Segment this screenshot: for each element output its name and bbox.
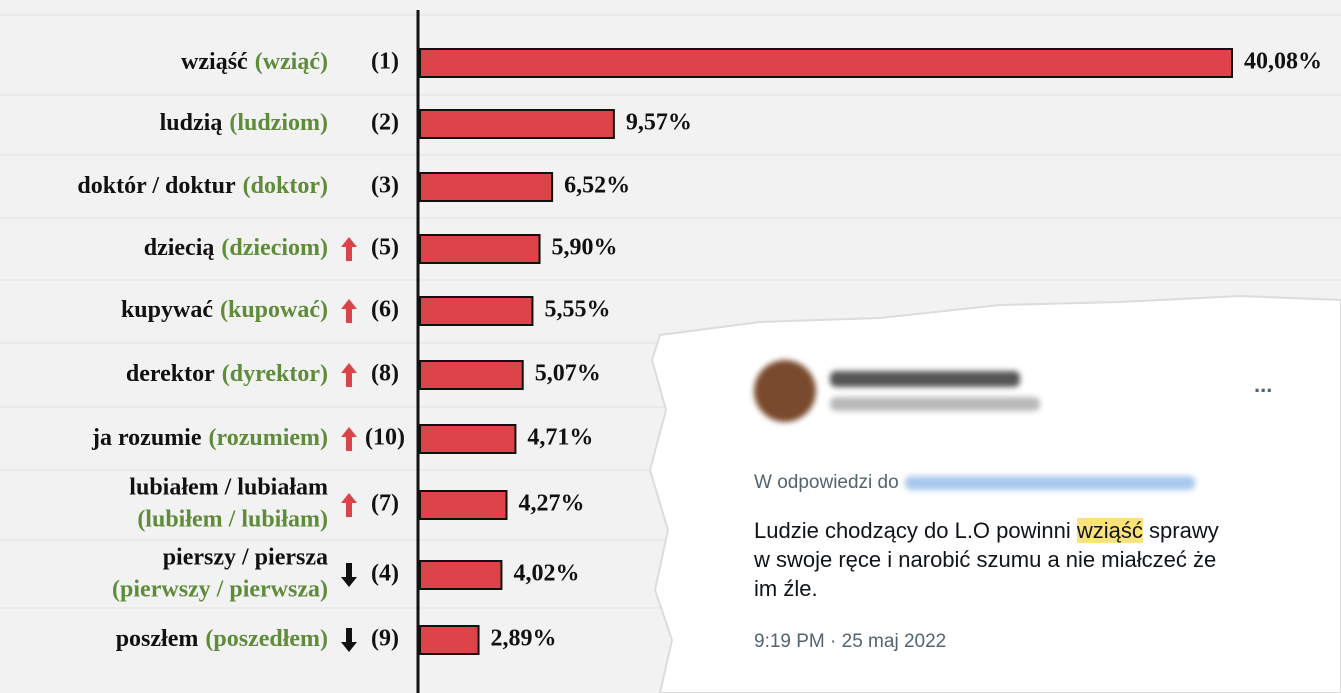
value-label: 4,02% — [513, 561, 579, 587]
category-label: ja rozumie — [91, 425, 202, 451]
category-label: lubiałem / lubiałam — [129, 475, 328, 501]
label: ludzią (ludziom) — [160, 110, 328, 136]
tweet-time: 9:19 PM · 25 maj 2022 — [754, 631, 947, 652]
value-label: 6,52% — [564, 173, 630, 199]
bar — [419, 360, 524, 390]
reply-prefix: W odpowiedzi do — [754, 472, 899, 493]
reply-line: W odpowiedzi do — [754, 472, 1294, 494]
rank-label: (3) — [371, 173, 399, 199]
value-label: 2,89% — [491, 626, 557, 652]
trend-down — [341, 628, 357, 652]
label: derektor (dyrektor) — [126, 361, 328, 387]
correction-label: (doktor) — [243, 173, 328, 199]
bar — [419, 48, 1233, 78]
bar — [419, 172, 554, 202]
tweet-header — [754, 360, 1294, 422]
user-blurred — [830, 371, 1040, 411]
rank-label: (7) — [371, 491, 399, 517]
category-label: poszłem — [116, 626, 199, 652]
rank-label: (10) — [365, 425, 405, 451]
bar — [419, 296, 534, 326]
correction-label: (ludziom) — [229, 110, 328, 136]
trend-up — [341, 493, 357, 517]
bar — [419, 109, 615, 139]
correction-label: (dyrektor) — [222, 361, 328, 387]
bar — [419, 234, 541, 264]
trend-up — [341, 427, 357, 451]
category-label: kupywać — [121, 297, 213, 323]
rank-label: (1) — [371, 49, 399, 75]
category-label: derektor — [126, 361, 215, 387]
correction-label: (dzieciom) — [221, 235, 328, 261]
correction-label: (rozumiem) — [208, 425, 328, 451]
bar — [419, 625, 480, 655]
rank-label: (6) — [371, 297, 399, 323]
correction-label: (poszedłem) — [205, 626, 328, 652]
label: kupywać (kupować) — [121, 297, 328, 323]
label: dziecią (dzieciom) — [144, 235, 328, 261]
tweet-menu[interactable]: ... — [1254, 372, 1273, 397]
tweet-highlight: wziąść — [1076, 518, 1143, 543]
label: doktór / doktur (doktor) — [77, 173, 328, 199]
tweet-text-before: Ludzie chodzący do L.O powinni — [754, 518, 1071, 543]
tweet: ... W odpowiedzi do Ludzie chodzący do L… — [754, 360, 1294, 653]
category-label: dziecią — [144, 235, 215, 261]
trend-up — [341, 363, 357, 387]
rank-label: (4) — [371, 561, 399, 587]
trend-up — [341, 237, 357, 261]
label: wziąść (wziąć) — [181, 49, 328, 75]
rank-label: (2) — [371, 110, 399, 136]
correction-label: (lubiłem / lubiłam) — [137, 507, 328, 533]
value-label: 4,71% — [527, 425, 593, 451]
tweet-paper — [648, 294, 1341, 693]
tweet-text: Ludzie chodzący do L.O powinni wziąść sp… — [754, 516, 1234, 603]
trend-down — [341, 563, 357, 587]
bar — [419, 490, 508, 520]
category-label: wziąść — [181, 49, 248, 75]
value-label: 40,08% — [1244, 49, 1322, 75]
category-label: ludzią — [160, 110, 223, 136]
bar — [419, 424, 517, 454]
tweet-text-after: sprawy w swoje ręce i narobić szumu a ni… — [754, 518, 1219, 601]
correction-label: (kupować) — [220, 297, 328, 323]
value-label: 5,90% — [552, 235, 618, 261]
value-label: 5,07% — [535, 361, 601, 387]
value-label: 9,57% — [626, 110, 692, 136]
label: ja rozumie (rozumiem) — [91, 425, 328, 451]
category-label: doktór / doktur — [77, 173, 236, 199]
label: poszłem (poszedłem) — [116, 626, 328, 652]
value-label: 4,27% — [519, 491, 585, 517]
rank-label: (8) — [371, 361, 399, 387]
avatar — [754, 360, 816, 422]
trend-up — [341, 299, 357, 323]
correction-label: (wziąć) — [255, 49, 328, 75]
rank-label: (5) — [371, 235, 399, 261]
bar — [419, 560, 503, 590]
category-label: pierszy / piersza — [163, 545, 328, 571]
correction-label: (pierwszy / pierwsza) — [112, 577, 328, 603]
rank-label: (9) — [371, 626, 399, 652]
value-label: 5,55% — [544, 297, 610, 323]
